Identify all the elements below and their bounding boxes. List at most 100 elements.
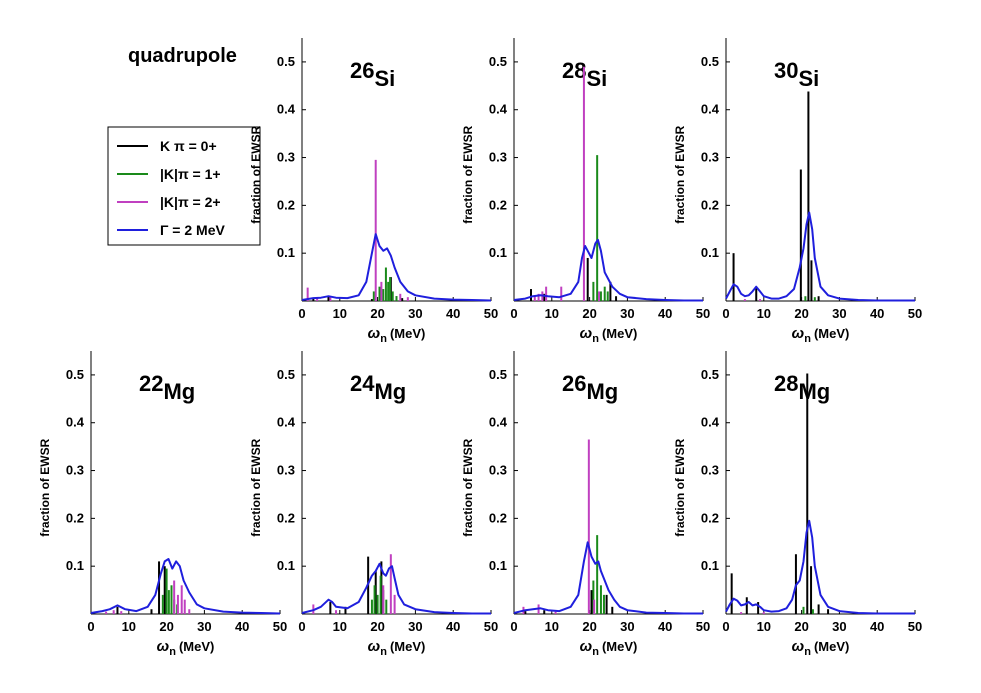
x-tick-label-mg22-1: 10	[122, 619, 136, 634]
y-tick-label-mg24-2: 0.3	[277, 463, 295, 478]
x-tick-label-mg22-3: 30	[197, 619, 211, 634]
panels: 0 10 20 30 40 50 0.1 0.2 0.3 0.4 0.5 fraction of EW…	[38, 38, 922, 658]
x-tick-label-si30-1: 10	[757, 306, 771, 321]
x-tick-label-mg22-4: 40	[235, 619, 249, 634]
y-tick-label-si28-4: 0.5	[489, 54, 507, 69]
envelope-line-mg24	[301, 562, 491, 615]
y-tick-label-si28-1: 0.2	[489, 197, 507, 212]
x-tick-label-mg26-2: 20	[582, 619, 596, 634]
y-tick-label-mg26-1: 0.2	[489, 510, 507, 525]
x-tick-label-mg28-1: 10	[757, 619, 771, 634]
y-tick-label-si28-0: 0.1	[489, 245, 507, 260]
y-tick-label-mg26-0: 0.1	[489, 558, 507, 573]
x-tick-label-mg26-0: 0	[510, 619, 517, 634]
y-axis-label-si28: fraction of EWSR	[461, 125, 475, 223]
y-axis-label-mg22: fraction of EWSR	[38, 438, 52, 536]
x-tick-label-si30-3: 30	[832, 306, 846, 321]
x-tick-label-mg28-3: 30	[832, 619, 846, 634]
y-tick-label-mg24-1: 0.2	[277, 510, 295, 525]
y-tick-label-mg28-2: 0.3	[701, 463, 719, 478]
y-tick-label-mg28-1: 0.2	[701, 510, 719, 525]
panel-mg22: 0 10 20 30 40 50 0.1 0.2 0.3 0.4 0.5 fraction of EW…	[38, 351, 287, 658]
nucleus-label-si28: 28Si	[562, 58, 607, 91]
x-tick-label-si30-0: 0	[722, 306, 729, 321]
x-axis-label-mg26: ωn (MeV)	[580, 638, 638, 658]
y-tick-label-mg24-3: 0.4	[277, 415, 296, 430]
legend-label-gamma: Γ = 2 MeV	[160, 222, 225, 238]
legend: K π = 0+ |K|π = 1+ |K|π = 2+ Γ = 2 MeV	[107, 126, 261, 246]
x-tick-label-mg26-4: 40	[658, 619, 672, 634]
legend-label-k0: K π = 0+	[160, 138, 217, 154]
x-tick-label-si26-3: 30	[408, 306, 422, 321]
y-tick-label-mg22-4: 0.5	[66, 367, 84, 382]
x-tick-label-mg28-4: 40	[870, 619, 884, 634]
y-tick-label-mg26-3: 0.4	[489, 415, 508, 430]
x-tick-label-si28-3: 30	[620, 306, 634, 321]
y-tick-label-si30-3: 0.4	[701, 102, 720, 117]
y-tick-label-mg22-2: 0.3	[66, 463, 84, 478]
envelope-line-si28	[513, 238, 703, 302]
panel-si26: 0 10 20 30 40 50 0.1 0.2 0.3 0.4 0.5 fraction of EW…	[249, 38, 498, 345]
panel-si28: 0 10 20 30 40 50 0.1 0.2 0.3 0.4 0.5 fraction of EW…	[461, 38, 710, 345]
figure-title: quadrupole	[128, 45, 237, 67]
nucleus-label-mg24: 24Mg	[350, 371, 406, 404]
y-tick-label-mg24-0: 0.1	[277, 558, 295, 573]
envelope-line-mg26	[513, 541, 703, 615]
x-axis-label-mg28: ωn (MeV)	[792, 638, 850, 658]
y-axis-label-mg26: fraction of EWSR	[461, 438, 475, 536]
x-axis-label-si26: ωn (MeV)	[368, 325, 426, 345]
x-axis-label-si28: ωn (MeV)	[580, 325, 638, 345]
x-tick-label-mg26-3: 30	[620, 619, 634, 634]
y-tick-label-mg26-4: 0.5	[489, 367, 507, 382]
x-axis-label-si30: ωn (MeV)	[792, 325, 850, 345]
x-tick-label-si28-2: 20	[582, 306, 596, 321]
y-tick-label-si26-4: 0.5	[277, 54, 295, 69]
x-tick-label-mg22-5: 50	[273, 619, 287, 634]
y-tick-label-si26-0: 0.1	[277, 245, 295, 260]
y-tick-label-si30-1: 0.2	[701, 197, 719, 212]
x-tick-label-si26-1: 10	[333, 306, 347, 321]
y-tick-label-mg26-2: 0.3	[489, 463, 507, 478]
nucleus-label-si30: 30Si	[774, 58, 819, 91]
panel-mg26: 0 10 20 30 40 50 0.1 0.2 0.3 0.4 0.5 fraction of EW…	[461, 351, 710, 658]
envelope-line-si26	[301, 233, 492, 302]
x-tick-label-si26-2: 20	[370, 306, 384, 321]
nucleus-label-mg28: 28Mg	[774, 371, 830, 404]
x-tick-label-mg24-5: 50	[484, 619, 498, 634]
panel-mg28: 0 10 20 30 40 50 0.1 0.2 0.3 0.4 0.5 fraction of EW…	[673, 351, 922, 658]
x-tick-label-mg22-2: 20	[159, 619, 173, 634]
nucleus-label-mg22: 22Mg	[139, 371, 195, 404]
legend-label-k2: |K|π = 2+	[160, 194, 221, 210]
y-tick-label-mg24-4: 0.5	[277, 367, 295, 382]
panel-mg24: 0 10 20 30 40 50 0.1 0.2 0.3 0.4 0.5 fraction of EW…	[249, 351, 498, 658]
y-tick-label-si28-2: 0.3	[489, 150, 507, 165]
y-axis-label-mg24: fraction of EWSR	[249, 438, 263, 536]
y-tick-label-mg22-0: 0.1	[66, 558, 84, 573]
x-tick-label-si28-0: 0	[510, 306, 517, 321]
y-tick-label-mg22-1: 0.2	[66, 510, 84, 525]
y-tick-label-si26-1: 0.2	[277, 197, 295, 212]
x-axis-label-mg24: ωn (MeV)	[368, 638, 426, 658]
x-tick-label-si26-0: 0	[298, 306, 305, 321]
x-tick-label-mg28-0: 0	[722, 619, 729, 634]
y-axis-label-mg28: fraction of EWSR	[673, 438, 687, 536]
x-tick-label-si28-4: 40	[658, 306, 672, 321]
y-tick-label-si26-3: 0.4	[277, 102, 296, 117]
y-tick-label-mg28-3: 0.4	[701, 415, 720, 430]
x-tick-label-si28-1: 10	[545, 306, 559, 321]
y-tick-label-si30-0: 0.1	[701, 245, 719, 260]
y-tick-label-mg28-0: 0.1	[701, 558, 719, 573]
y-axis-label-si30: fraction of EWSR	[673, 125, 687, 223]
x-tick-label-mg24-2: 20	[370, 619, 384, 634]
envelope-line-si30	[725, 211, 915, 302]
y-tick-label-si30-2: 0.3	[701, 150, 719, 165]
envelope-line-mg22	[90, 558, 281, 615]
legend-label-k1: |K|π = 1+	[160, 166, 221, 182]
x-axis-label-mg22: ωn (MeV)	[157, 638, 215, 658]
nucleus-label-mg26: 26Mg	[562, 371, 618, 404]
x-tick-label-si26-4: 40	[446, 306, 460, 321]
x-tick-label-si30-5: 50	[908, 306, 922, 321]
x-tick-label-mg24-1: 10	[333, 619, 347, 634]
x-tick-label-mg24-4: 40	[446, 619, 460, 634]
x-tick-label-mg28-2: 20	[794, 619, 808, 634]
